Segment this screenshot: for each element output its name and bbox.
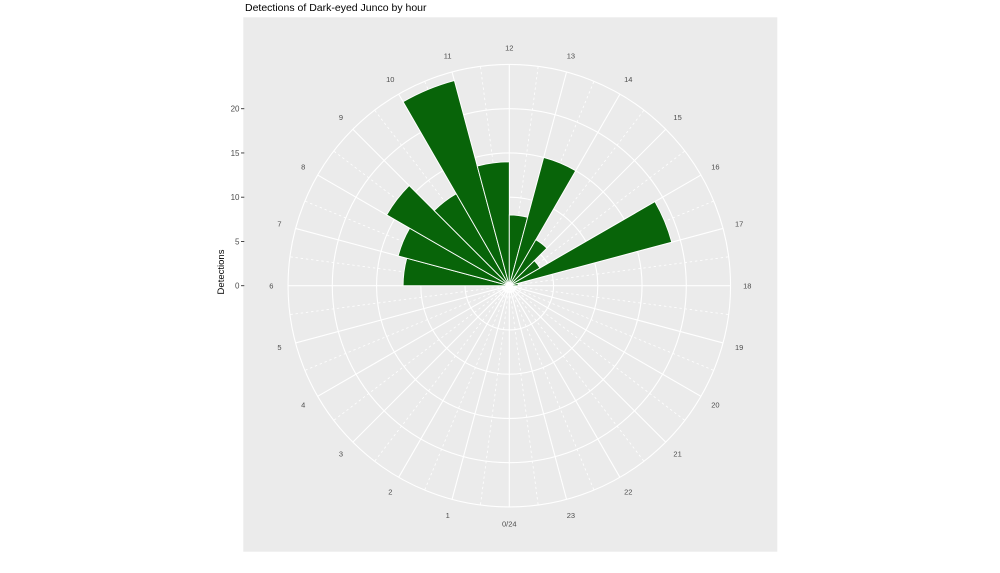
hour-label-18: 18 xyxy=(743,281,751,290)
grid-radial-minor-0 xyxy=(480,285,510,506)
hour-label-14: 14 xyxy=(624,75,632,84)
bar-hour-11 xyxy=(476,161,510,286)
grid-radial-hour-1 xyxy=(451,285,510,500)
grid-radial-minor-21 xyxy=(508,285,645,462)
bar-layer xyxy=(386,79,673,287)
hour-label-23: 23 xyxy=(567,511,575,520)
hour-label-6: 6 xyxy=(269,281,273,290)
hour-label-7: 7 xyxy=(277,220,281,229)
hour-label-3: 3 xyxy=(339,450,343,459)
bar-hour-8 xyxy=(386,184,510,287)
r-tick-label-10: 10 xyxy=(231,193,240,202)
grid-radial-hour-19 xyxy=(509,285,724,344)
hour-label-9: 9 xyxy=(339,113,343,122)
grid-radial-minor-2 xyxy=(374,285,510,462)
grid-radial-minor-3 xyxy=(333,285,510,421)
grid-radial-hour-20 xyxy=(509,285,702,397)
hour-label-12: 12 xyxy=(505,43,513,52)
bar-hour-10 xyxy=(402,79,510,286)
grid-radial-minor-17 xyxy=(509,256,729,287)
radial-tick-layer: 0 5 10 15 20 xyxy=(231,105,245,291)
grid-radial-minor-5 xyxy=(289,285,510,315)
hour-label-22: 22 xyxy=(624,487,632,496)
hour-label-19: 19 xyxy=(735,343,743,352)
hour-label-11: 11 xyxy=(444,51,452,60)
grid-radial-minor-19 xyxy=(509,285,714,371)
hour-label-layer: 0/24123456789101112131415161718192021222… xyxy=(269,43,751,528)
hour-label-17: 17 xyxy=(735,220,743,229)
bar-hour-14 xyxy=(508,239,548,287)
hour-label-15: 15 xyxy=(673,113,681,122)
grid-radial-hour-23 xyxy=(508,285,568,500)
y-axis-title: Detections xyxy=(216,249,227,294)
hour-label-20: 20 xyxy=(711,400,719,409)
bar-hour-16 xyxy=(509,201,673,287)
grid-radial-minor-15 xyxy=(509,150,686,287)
grid-radial-hour-2 xyxy=(398,285,510,478)
hour-label-10: 10 xyxy=(386,75,394,84)
hour-label-16: 16 xyxy=(711,162,719,171)
grid-radial-hour-21 xyxy=(508,285,667,443)
grid-radial-minor-20 xyxy=(509,285,686,421)
r-tick-label-20: 20 xyxy=(231,105,240,114)
r-tick-label-5: 5 xyxy=(235,237,240,246)
grid-radial-hour-4 xyxy=(317,285,510,397)
grid-radial-minor-18 xyxy=(509,285,729,315)
hour-label-21: 21 xyxy=(673,450,681,459)
hour-label-0: 0/24 xyxy=(502,519,517,528)
hour-label-5: 5 xyxy=(277,343,281,352)
bar-hour-17 xyxy=(509,282,519,287)
hour-label-13: 13 xyxy=(567,51,575,60)
grid-radial-minor-22 xyxy=(508,285,595,491)
hour-label-1: 1 xyxy=(446,511,450,520)
hour-label-8: 8 xyxy=(301,162,305,171)
hour-label-2: 2 xyxy=(388,487,392,496)
grid-radial-hour-3 xyxy=(352,285,510,443)
chart-title: Detections of Dark-eyed Junco by hour xyxy=(245,2,427,14)
grid-radial-hour-5 xyxy=(295,285,510,344)
bar-hour-13 xyxy=(508,156,577,286)
grid-radial-minor-1 xyxy=(424,285,510,491)
grid-radial-minor-4 xyxy=(304,285,510,371)
r-tick-label-0: 0 xyxy=(235,282,240,291)
grid-radial-hour-22 xyxy=(508,285,621,478)
r-tick-label-15: 15 xyxy=(231,149,240,158)
hour-label-4: 4 xyxy=(301,400,305,409)
grid-radial-minor-23 xyxy=(508,285,539,506)
